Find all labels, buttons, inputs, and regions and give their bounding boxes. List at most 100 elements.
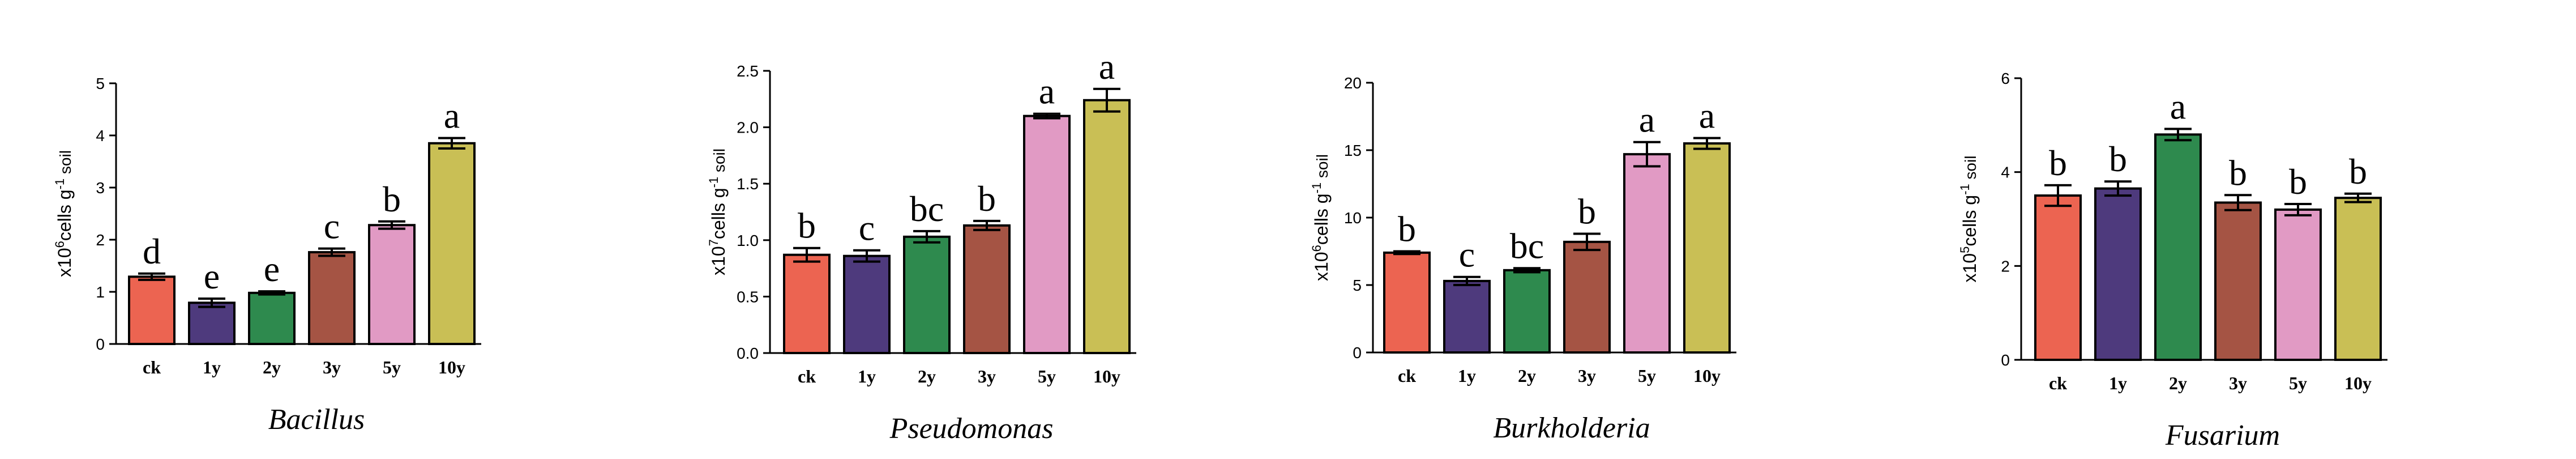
category-label: ck [798, 366, 816, 386]
y-tick-label: 1.0 [737, 232, 759, 249]
bar [2034, 194, 2082, 361]
bar [1563, 240, 1611, 354]
bar [428, 142, 476, 346]
significance-letter: a [1699, 96, 1715, 136]
bar [903, 235, 951, 354]
chart-title: Bacillus [268, 403, 365, 436]
y-tick-label: 2.5 [737, 62, 759, 80]
significance-letter: b [2349, 151, 2367, 192]
y-axis-label: x105cells g-1 soil [1958, 156, 1980, 283]
significance-letter: b [2049, 143, 2067, 183]
category-label: 2y [1518, 366, 1536, 386]
significance-letter: d [143, 231, 161, 271]
y-tick-label: 10 [1344, 209, 1362, 227]
chart-title: Pseudomonas [889, 413, 1054, 445]
chart-panel: 0.0 0.5 1.0 1.5 2.0 2.5 x107cells g-1 soil b ck c… [707, 46, 1136, 445]
significance-letter: c [1459, 235, 1475, 275]
significance-letter: b [1578, 192, 1596, 232]
y-axis-label-prefix: x10 [1959, 253, 1980, 283]
category-label: 5y [1638, 366, 1656, 386]
category-label: 2y [918, 366, 936, 386]
y-axis-label-exponent: 6 [53, 241, 67, 248]
y-axis-label-end: soil [1313, 154, 1331, 182]
significance-letter: a [1099, 46, 1115, 87]
category-label: ck [2049, 373, 2067, 393]
category-label: 10y [2344, 373, 2372, 393]
y-axis-label-unit: cells g [1959, 195, 1980, 246]
y-tick-label: 1 [96, 283, 105, 301]
significance-letter: c [859, 208, 875, 248]
significance-letter: b [1398, 209, 1416, 249]
category-label: ck [143, 357, 161, 377]
y-axis-label: x106cells g-1 soil [1310, 154, 1332, 281]
category-label: 1y [1458, 366, 1476, 386]
bar [2334, 197, 2382, 361]
chart-panel: 0 1 2 3 4 5 x106cells g-1 soil d ck e 1y e 2y c 3y b 5y a… [53, 75, 481, 436]
bar [963, 224, 1011, 354]
y-axis-label-unit-exponent: -1 [1958, 184, 1972, 195]
significance-letter: a [2170, 86, 2186, 126]
y-axis-label-unit-exponent: -1 [53, 178, 67, 190]
significance-letter: e [264, 249, 280, 289]
y-axis-label-exponent: 5 [1958, 246, 1972, 253]
chart-title: Fusarium [2165, 419, 2280, 452]
category-label: 5y [2289, 373, 2307, 393]
y-axis-label-exponent: 7 [707, 239, 721, 246]
bar [2154, 133, 2202, 361]
significance-letter: a [1639, 100, 1655, 140]
significance-letter: b [2109, 139, 2127, 179]
category-label: 3y [323, 357, 341, 377]
y-tick-label: 0 [1353, 344, 1362, 362]
y-axis-label-prefix: x10 [54, 248, 75, 277]
y-tick-label: 6 [2001, 70, 2010, 87]
bar [1443, 279, 1491, 354]
bar [2274, 208, 2322, 361]
y-tick-label: 0.0 [737, 345, 759, 362]
chart-panel: 0 5 10 15 20 x106cells g-1 soil b ck c 1y bc 2y b 3y a… [1310, 74, 1736, 444]
category-label: 1y [203, 357, 221, 377]
bar [783, 253, 831, 355]
y-tick-label: 15 [1344, 142, 1362, 159]
bar [2094, 187, 2142, 361]
y-tick-label: 5 [96, 75, 105, 92]
y-axis-label-unit-exponent: -1 [1310, 182, 1324, 194]
category-label: ck [1398, 366, 1416, 386]
y-tick-label: 3 [96, 179, 105, 197]
category-label: 3y [978, 366, 996, 386]
significance-letter: e [204, 256, 220, 296]
y-axis-label: x107cells g-1 soil [707, 148, 729, 275]
y-axis-label-prefix: x10 [1311, 252, 1332, 281]
bar [1683, 142, 1731, 354]
significance-letter: a [1039, 71, 1055, 112]
category-label: 5y [383, 357, 401, 377]
y-axis-label-unit: cells g [1311, 193, 1332, 245]
y-axis-label-end: soil [711, 148, 728, 177]
y-axis-label: x106cells g-1 soil [53, 150, 75, 277]
y-tick-label: 2.0 [737, 119, 759, 137]
bar [1023, 114, 1071, 354]
y-tick-label: 5 [1353, 277, 1362, 294]
significance-letter: c [324, 206, 340, 246]
y-tick-label: 0 [96, 335, 105, 353]
y-tick-label: 0.5 [737, 288, 759, 305]
y-axis-label-unit: cells g [708, 188, 729, 239]
significance-letter: bc [910, 189, 944, 229]
category-label: 2y [2169, 373, 2187, 393]
y-tick-label: 2 [96, 231, 105, 249]
y-tick-label: 4 [96, 127, 105, 144]
significance-letter: b [2229, 152, 2247, 193]
bar [843, 254, 891, 354]
y-tick-label: 20 [1344, 74, 1362, 92]
category-label: 1y [858, 366, 876, 386]
chart-title: Burkholderia [1493, 412, 1650, 444]
y-axis-label-exponent: 6 [1310, 245, 1324, 252]
significance-letter: b [798, 206, 816, 246]
y-axis-label-prefix: x10 [708, 246, 729, 275]
bar [368, 224, 416, 345]
bar [1383, 251, 1431, 354]
category-label: 1y [2109, 373, 2127, 393]
bar [308, 251, 356, 345]
y-tick-label: 1.5 [737, 175, 759, 193]
bar [1083, 99, 1131, 355]
